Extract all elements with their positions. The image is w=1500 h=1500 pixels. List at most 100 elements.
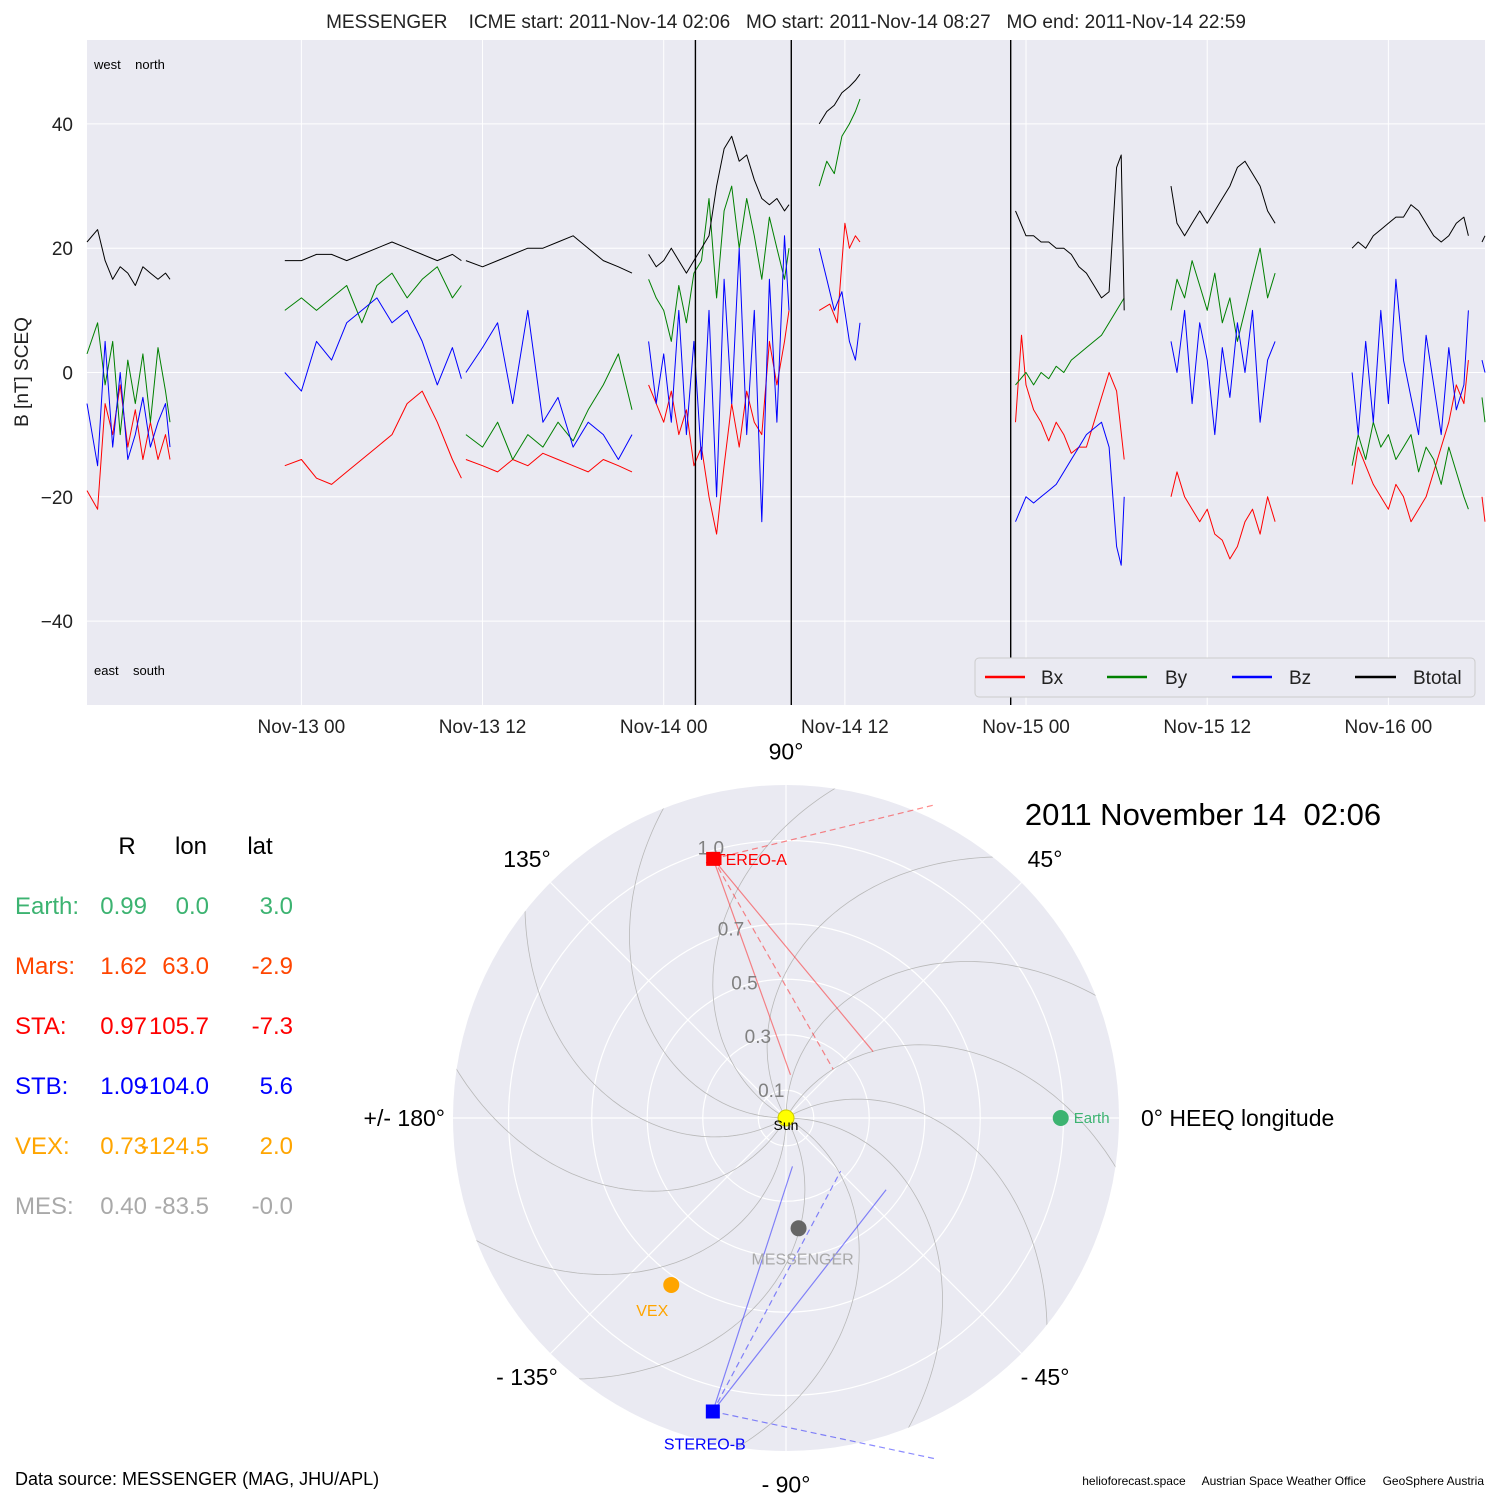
polar-angle-gridline <box>550 882 787 1119</box>
polar-angle-gridline <box>785 1117 1022 1354</box>
ts-x-tick-label: Nov-13 00 <box>258 717 346 738</box>
series-btotal-trace <box>1015 154 1125 311</box>
stereo-a-label: STEREO-A <box>705 852 787 869</box>
table-row-lon: 63.0 <box>162 953 209 980</box>
table-row-r: 0.73 <box>100 1133 147 1160</box>
sun-marker <box>777 1109 795 1127</box>
table-row-lat: 5.6 <box>260 1073 293 1100</box>
ts-y-tick-label: 0 <box>62 364 73 385</box>
table-row-name: STB: <box>15 1073 68 1100</box>
ts-y-tick-labels: 40 20 0 −20 −40 <box>41 115 73 633</box>
stereo-fov-dashed-line <box>712 1410 938 1460</box>
series-bx-trace <box>1015 334 1125 460</box>
series-btotal-trace <box>1351 204 1469 249</box>
table-row-lon: -83.5 <box>154 1193 209 1220</box>
stereo-b-label: STEREO-B <box>664 1436 746 1453</box>
polar-radial-tick-label: 0.1 <box>758 1081 784 1102</box>
stereo-fov-dashed-line <box>713 803 937 860</box>
table-row-lon: 0.0 <box>176 893 209 920</box>
messenger-marker <box>790 1220 807 1237</box>
polar-radial-tick-label: 0.3 <box>745 1027 771 1048</box>
series-by-trace <box>1481 397 1486 423</box>
earth-marker <box>1052 1110 1069 1126</box>
table-row-name: Earth: <box>15 893 79 920</box>
credits-note: helioforecast.space Austrian Space Weath… <box>1082 1474 1484 1488</box>
series-by-trace <box>1351 421 1469 510</box>
parker-spirals <box>453 785 1119 1451</box>
series-bz-trace <box>648 235 790 523</box>
series-btotal-trace <box>1481 235 1486 243</box>
table-row-lat: -7.3 <box>252 1013 293 1040</box>
stereo-a-marker <box>706 851 721 866</box>
ts-legend-box <box>974 657 1476 698</box>
polar-angle-label: +/- 180° <box>364 1105 445 1131</box>
series-bz-trace <box>1170 309 1276 436</box>
ts-y-tick-label: −40 <box>41 612 73 633</box>
legend-by-label: By <box>1165 668 1188 689</box>
ts-series-layer <box>86 73 1486 566</box>
table-header-lon: lon <box>175 833 207 860</box>
parker-spiral-line <box>785 1098 1048 1347</box>
table-row-r: 1.62 <box>100 953 147 980</box>
parker-spiral-line <box>766 856 1015 1119</box>
parker-spiral-line <box>785 1117 943 1447</box>
polar-plot: 0.10.30.50.71.00° HEEQ longitude45°90°13… <box>364 739 1335 1498</box>
legend-bz-label: Bz <box>1289 668 1311 689</box>
parker-spiral-line <box>718 1117 860 1451</box>
table-row-name: VEX: <box>15 1133 70 1160</box>
series-btotal-trace <box>1170 160 1276 237</box>
stereo-fov-line <box>712 1189 887 1412</box>
ts-x-tick-labels: Nov-13 00 Nov-13 12 Nov-14 00 Nov-14 12 Nov-… <box>258 717 1433 738</box>
stereo-fov-line <box>712 858 874 1052</box>
series-btotal-trace <box>818 73 861 125</box>
series-bx-trace <box>818 222 861 324</box>
polar-radial-tick-label: 0.5 <box>731 973 757 994</box>
table-row-name: STA: <box>15 1013 67 1040</box>
parker-spiral-line <box>524 889 787 1138</box>
parker-spiral-line <box>629 789 787 1119</box>
series-bx-trace <box>465 452 633 473</box>
data-source-note: Data source: MESSENGER (MAG, JHU/APL) <box>15 1469 379 1489</box>
ts-title: MESSENGER ICME start: 2011-Nov-14 02:06 … <box>326 12 1246 33</box>
corner-label-east-south: east south <box>94 663 165 678</box>
messenger-label: MESSENGER <box>751 1251 853 1268</box>
polar-angle-gridline <box>550 1117 787 1354</box>
series-bz-trace <box>284 297 462 392</box>
table-row-name: Mars: <box>15 953 75 980</box>
table-row-r: 0.99 <box>100 893 147 920</box>
series-bz-trace <box>1481 359 1486 373</box>
stereo-fov-dashed-line <box>712 858 834 1070</box>
parker-spiral-line <box>453 1050 787 1192</box>
ts-x-tick-label: Nov-14 00 <box>620 717 708 738</box>
legend-btotal-label: Btotal <box>1413 668 1462 689</box>
series-bz-trace <box>1015 421 1125 566</box>
stereo-fov-dashed-line <box>712 1170 842 1412</box>
ts-x-tick-label: Nov-15 00 <box>982 717 1070 738</box>
series-by-trace <box>1015 297 1125 386</box>
series-btotal-trace <box>465 235 633 274</box>
series-bx-trace <box>1351 360 1469 523</box>
polar-radial-tick-label: 0.7 <box>718 920 744 941</box>
polar-date-title: 2011 November 14 02:06 <box>1025 797 1381 832</box>
series-bx-trace <box>86 384 171 510</box>
ts-legend: Bx By Bz Btotal <box>974 657 1476 698</box>
parker-spiral-line <box>785 961 1115 1119</box>
series-bx-trace <box>1481 496 1486 522</box>
series-bx-trace <box>1170 471 1276 560</box>
series-btotal-trace <box>86 229 171 286</box>
ts-x-tick-label: Nov-16 00 <box>1345 717 1433 738</box>
position-table: R lon lat Earth: 0.99 0.0 3.0 Mars: 1.62 63.0 -… <box>15 833 293 1220</box>
ts-x-tick-label: Nov-15 12 <box>1163 717 1251 738</box>
series-btotal-trace <box>648 135 790 274</box>
series-by-trace <box>284 266 462 324</box>
stereo-fov-line <box>712 858 792 1076</box>
table-header-lat: lat <box>247 833 273 860</box>
table-row-r: 1.09 <box>100 1073 147 1100</box>
polar-angle-label: 45° <box>1028 846 1063 872</box>
series-by-trace <box>86 322 171 436</box>
vex-marker <box>663 1276 680 1293</box>
series-by-trace <box>648 185 790 342</box>
polar-angle-label: - 45° <box>1021 1364 1070 1390</box>
series-bz-trace <box>1351 278 1469 436</box>
series-by-trace <box>1170 247 1276 342</box>
